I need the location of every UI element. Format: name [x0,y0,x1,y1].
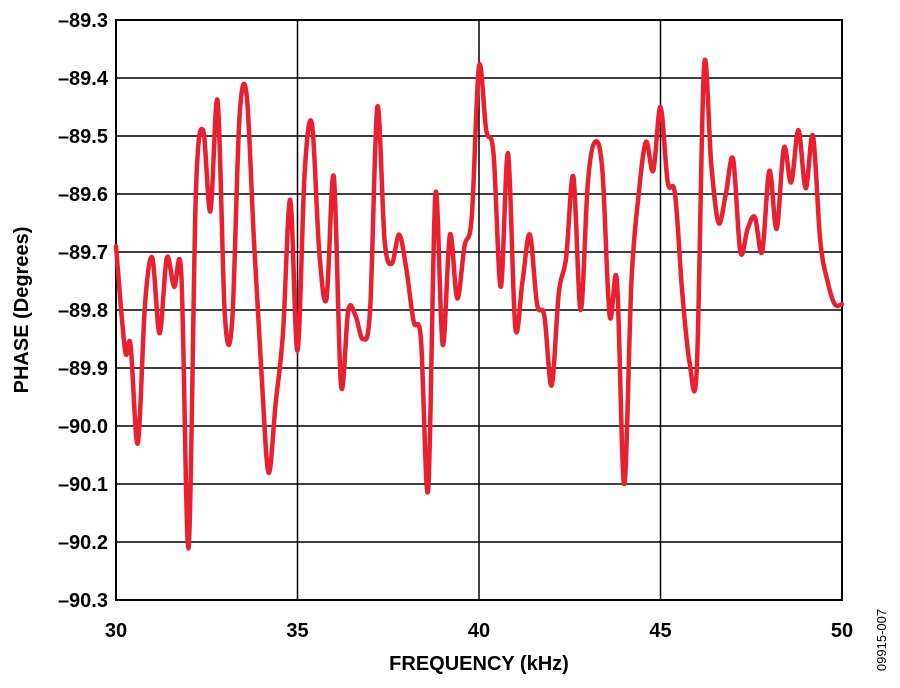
y-axis-label: PHASE (Degrees) [11,227,33,394]
y-tick-label: –89.4 [58,68,109,90]
x-tick-label: 40 [468,620,490,642]
x-tick-label: 35 [286,620,308,642]
x-tick-labels: 30 35 40 45 50 [105,620,853,642]
y-tick-label: –89.9 [58,358,108,380]
y-tick-label: –89.3 [58,10,108,32]
y-tick-label: –90.3 [58,590,108,612]
x-tick-label: 45 [649,620,671,642]
figure-id: 09915-007 [874,609,889,671]
plot-area-frame [115,19,843,601]
y-tick-label: –89.7 [58,242,108,264]
y-tick-label: –90.2 [58,532,108,554]
x-tick-label: 50 [831,620,853,642]
y-tick-label: –89.5 [58,126,108,148]
y-tick-labels: –89.3 –89.4 –89.5 –89.6 –89.7 –89.8 –89.9 –90.0… [58,10,109,612]
y-tick-label: –89.8 [58,300,108,322]
x-tick-label: 30 [105,620,127,642]
y-tick-label: –89.6 [58,184,108,206]
y-tick-label: –90.1 [58,474,108,496]
x-axis-label: FREQUENCY (kHz) [389,653,569,675]
phase-series-line [113,57,845,551]
y-tick-label: –90.0 [58,416,108,438]
